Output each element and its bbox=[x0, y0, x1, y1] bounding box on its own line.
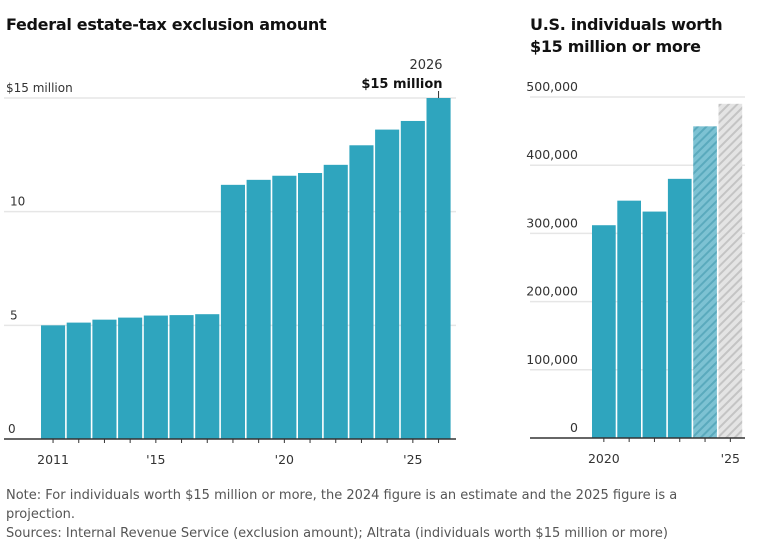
x-tick-label: 2020 bbox=[588, 451, 620, 466]
x-tick-label: 2011 bbox=[37, 452, 69, 467]
chart-note: Note: For individuals worth $15 million … bbox=[6, 488, 678, 522]
y-tick-label: 400,000 bbox=[526, 147, 578, 162]
annotation-value: $15 million bbox=[361, 77, 442, 92]
bar-2019 bbox=[246, 179, 271, 439]
bar-2017 bbox=[195, 314, 220, 439]
y-tick-label: 300,000 bbox=[526, 215, 578, 230]
bar-2013 bbox=[92, 319, 117, 439]
bar-2024 bbox=[375, 129, 400, 439]
left-chart-title: Federal estate-tax exclusion amount bbox=[6, 15, 327, 34]
y-tick-label: 10 bbox=[10, 195, 25, 209]
y-tick-label: 100,000 bbox=[526, 352, 578, 367]
right-chart-title: U.S. individuals worth $15 million or mo… bbox=[530, 15, 723, 56]
bar-2022 bbox=[323, 164, 348, 439]
bar-2015 bbox=[143, 315, 168, 439]
annotation-year: 2026 bbox=[409, 58, 442, 73]
bar-2014 bbox=[118, 317, 143, 439]
chart-sources: Sources: Internal Revenue Service (exclu… bbox=[6, 526, 668, 541]
x-tick-label: '20 bbox=[275, 452, 294, 467]
bar-2020 bbox=[592, 225, 616, 438]
bar-2021 bbox=[298, 173, 323, 439]
y-tick-label: 500,000 bbox=[526, 79, 578, 94]
bar-2023 bbox=[667, 178, 692, 438]
bar-2026 bbox=[426, 98, 451, 439]
bar-2025 bbox=[718, 103, 743, 438]
y-tick-label: 0 bbox=[8, 422, 16, 436]
bar-2023 bbox=[349, 145, 374, 439]
y-tick-label: 0 bbox=[570, 420, 578, 435]
bar-2025 bbox=[400, 120, 425, 439]
bar-2011 bbox=[41, 325, 66, 439]
y-tick-label: 200,000 bbox=[526, 284, 578, 299]
bar-2020 bbox=[272, 175, 297, 440]
charts-svg: 0 5 10 $15 million 2011 '15 '20 '25 2026 $15 mill… bbox=[4, 58, 745, 467]
x-tick-label: '15 bbox=[146, 452, 165, 467]
y-tick-label: $15 million bbox=[6, 81, 73, 95]
bar-2021 bbox=[617, 200, 641, 438]
bar-2012 bbox=[66, 322, 91, 439]
bar-2016 bbox=[169, 315, 194, 439]
y-tick-label: 5 bbox=[10, 308, 18, 322]
bar-2018 bbox=[220, 184, 245, 439]
x-tick-label: '25 bbox=[403, 452, 422, 467]
bar-2024 bbox=[693, 126, 717, 439]
x-tick-label: '25 bbox=[721, 451, 740, 466]
bar-2022 bbox=[642, 211, 667, 438]
